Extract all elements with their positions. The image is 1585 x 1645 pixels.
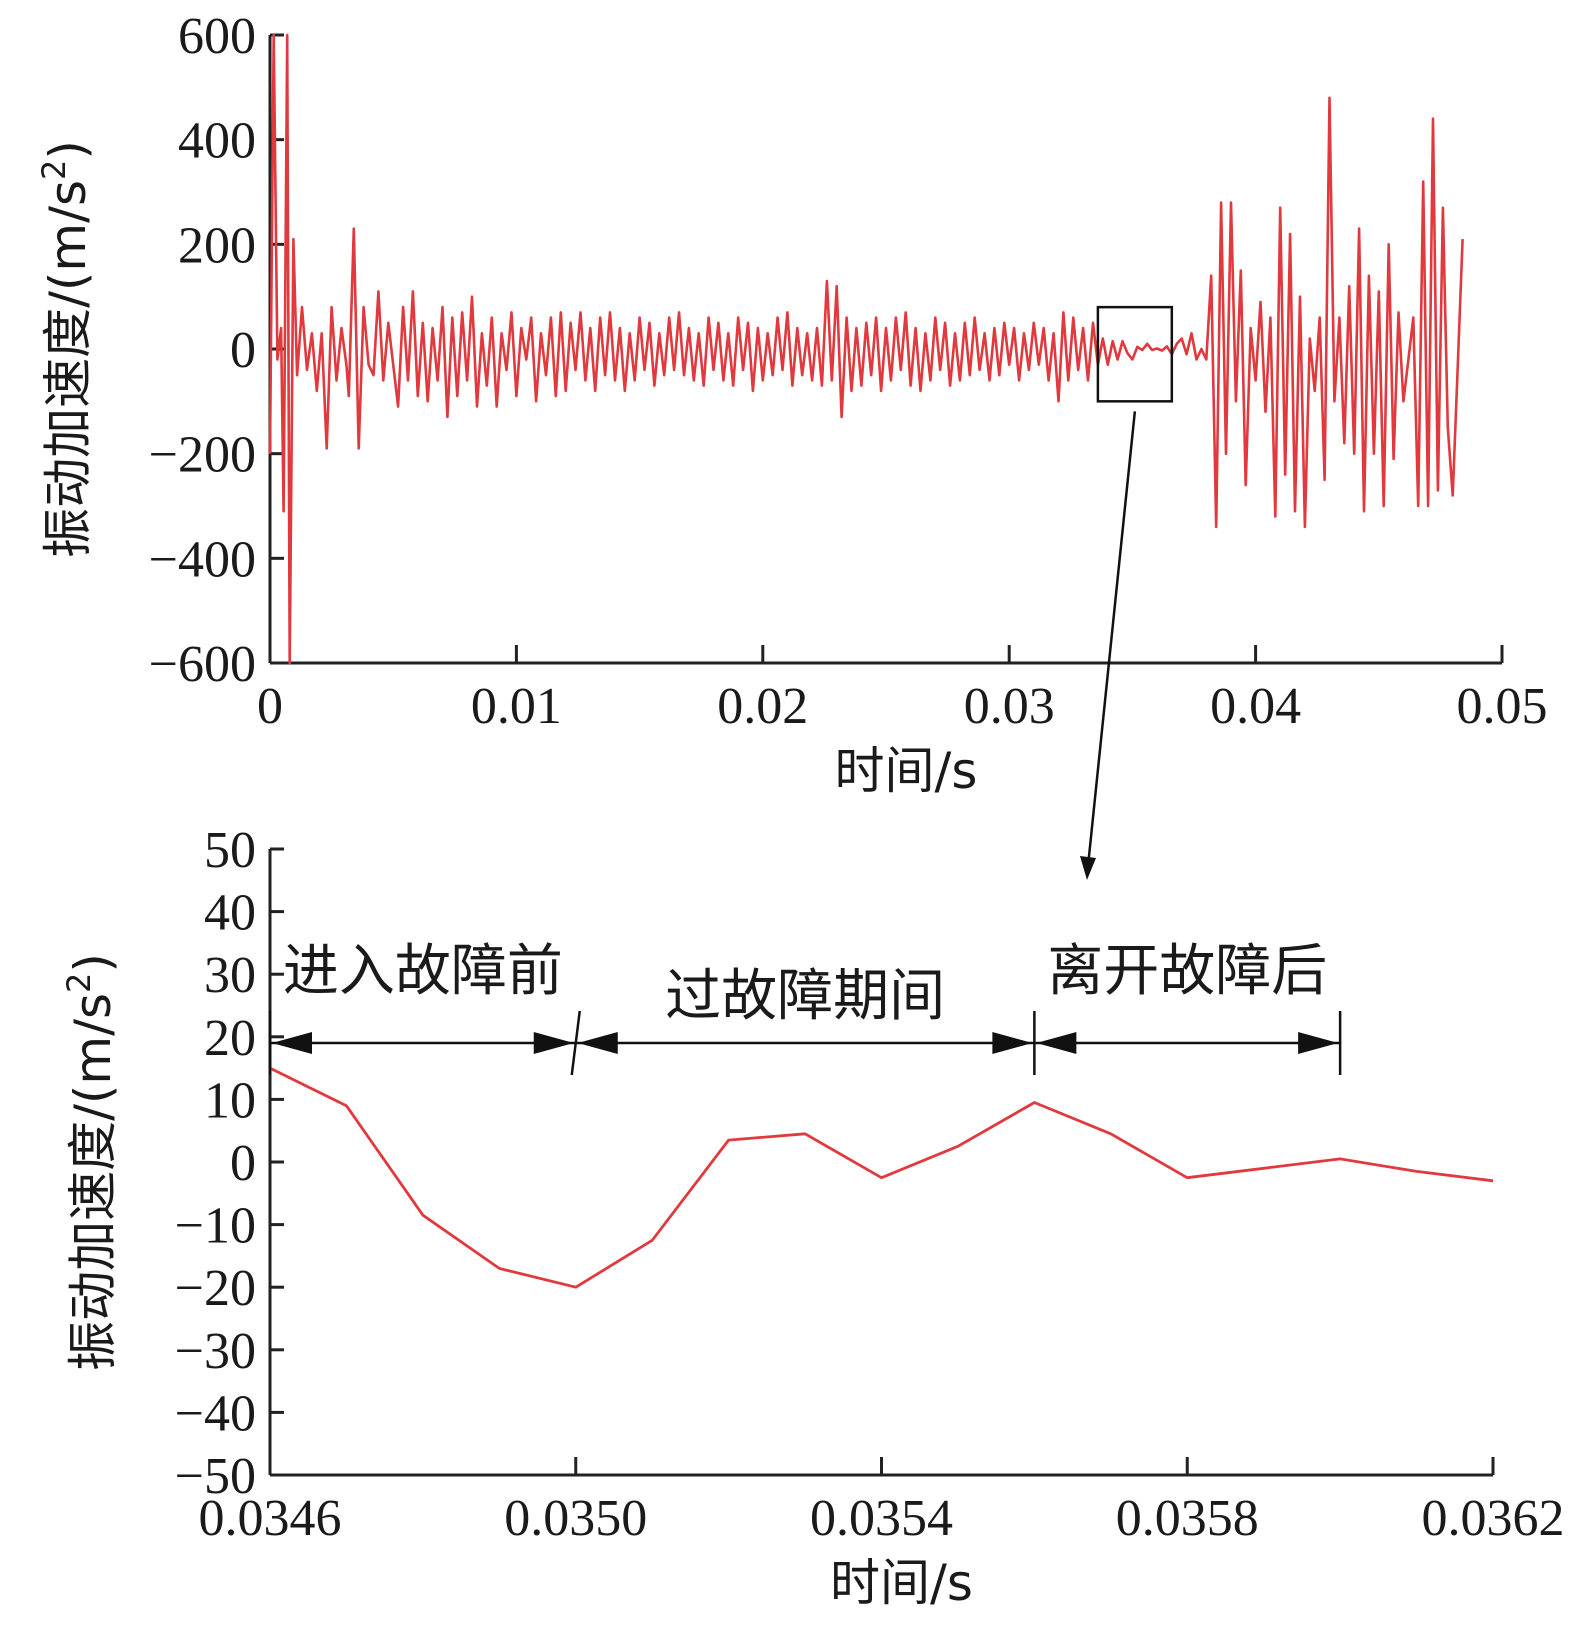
x-tick-label: 0.04 [1210,678,1301,735]
annotation-label: 过故障期间 [665,964,945,1029]
y-tick-label: 0 [230,1135,256,1192]
y-tick-label: 50 [204,822,256,879]
y-tick-label: 600 [178,8,256,65]
y-tick-label: 400 [178,113,256,170]
y-tick-label: 40 [204,885,256,942]
x-tick-label: 0.0358 [1116,1490,1259,1547]
top-chart: −600 −400 −200 0 200 400 600 0 0.01 0.02 0.03 0.04 0… [35,8,1548,800]
y-axis-title-end: ) [39,140,97,160]
dimension-arrowhead [272,1032,312,1054]
y-tick-label: −30 [175,1323,256,1380]
y-tick-label: −50 [175,1448,256,1505]
y-tick-label: 10 [204,1072,256,1129]
x-tick-label: 0.0346 [199,1490,342,1547]
y-tick-label: −10 [175,1198,256,1255]
dimension-arrowhead [992,1032,1033,1054]
y-axis-title-main: 振动加速度/(m/s [64,993,122,1371]
x-tick-label: 0 [257,678,283,735]
series-line [268,33,1464,665]
y-axis-title-main: 振动加速度/(m/s [39,180,97,558]
x-tick-label: 0.02 [717,678,808,735]
annotation-label: 离开故障后 [1047,939,1327,1004]
y-tick-label: 30 [204,947,256,1004]
zoom-arrow-line [1086,411,1137,867]
x-tick-label: 0.05 [1457,678,1548,735]
x-axis-title: 时间/s [835,742,978,800]
dimension-arrowhead [1298,1032,1339,1054]
x-tick-label: 0.0362 [1422,1490,1565,1547]
dimension-arrowhead [1036,1032,1077,1054]
y-axis-title-end: ) [64,953,122,973]
y-tick-label: −400 [149,531,256,588]
x-tick-label: 0.0354 [810,1490,953,1547]
series-line [269,1066,1494,1289]
y-tick-label: 200 [178,217,256,274]
y-axis-title-sup: 2 [60,973,98,993]
y-tick-label: −20 [175,1260,256,1317]
y-tick-label: −40 [175,1385,256,1442]
y-axis-title-sup: 2 [35,160,73,180]
x-axis-title: 时间/s [830,1554,973,1612]
x-tick-label: 0.01 [471,678,562,735]
y-tick-label: 20 [204,1010,256,1067]
dimension-arrowhead [577,1032,618,1054]
y-tick-label: −200 [149,427,256,484]
annotation-label: 进入故障前 [283,939,563,1004]
zoom-box [1096,305,1174,403]
dimension-arrowhead [533,1032,574,1054]
dimension-boundary [570,1010,581,1076]
x-tick-label: 0.03 [964,678,1055,735]
y-axis-title: 振动加速度/(m/s2) [60,953,122,1371]
zoom-connector [1080,305,1174,880]
x-tick-label: 0.0350 [504,1490,647,1547]
y-tick-label: −600 [149,636,256,693]
zoom-arrow-head [1080,856,1096,880]
y-tick-label: 0 [230,322,256,379]
y-axis-title: 振动加速度/(m/s2) [35,140,97,558]
